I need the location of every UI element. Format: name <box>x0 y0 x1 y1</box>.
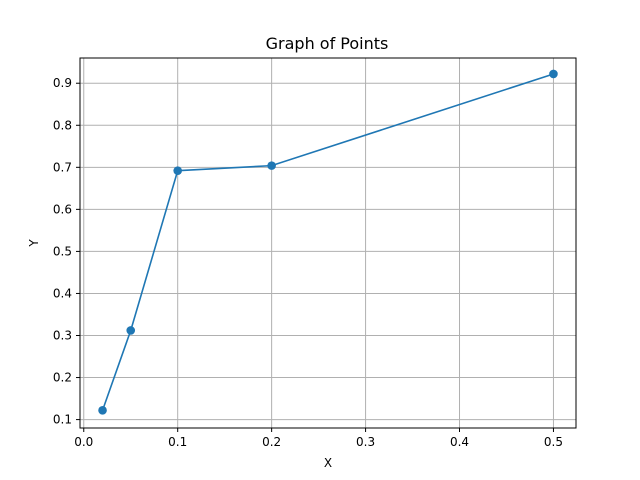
y-axis-label: Y <box>27 239 41 248</box>
x-axis-label: X <box>324 456 332 470</box>
plot-frame <box>79 57 577 429</box>
y-tick-label: 0.6 <box>53 202 72 216</box>
axis-ticks: 0.0 0.1 0.2 0.3 0.4 0.50.10.20.30.40.50.60.70… <box>53 76 563 449</box>
x-tick-label: 0.5 <box>544 435 563 449</box>
data-point <box>267 161 276 170</box>
x-tick-label: 0.3 <box>356 435 375 449</box>
y-tick-label: 0.5 <box>53 244 72 258</box>
x-tick-label: 0.1 <box>168 435 187 449</box>
y-tick-label: 0.8 <box>53 118 72 132</box>
x-tick-label: 0.2 <box>262 435 281 449</box>
series-layer <box>98 69 558 415</box>
y-tick-label: 0.1 <box>53 413 72 427</box>
y-tick-label: 0.7 <box>53 160 72 174</box>
y-tick-label: 0.3 <box>53 329 72 343</box>
x-tick-label: 0.4 <box>450 435 469 449</box>
y-tick-label: 0.2 <box>53 371 72 385</box>
x-tick-label: 0.0 <box>74 435 93 449</box>
y-tick-label: 0.4 <box>53 286 72 300</box>
data-point <box>126 326 136 335</box>
chart-title: Graph of Points <box>266 34 389 53</box>
grid-lines <box>80 58 576 428</box>
data-point <box>549 69 558 79</box>
y-tick-label: 0.9 <box>53 76 72 90</box>
data-point <box>98 406 107 415</box>
data-point <box>173 166 182 175</box>
